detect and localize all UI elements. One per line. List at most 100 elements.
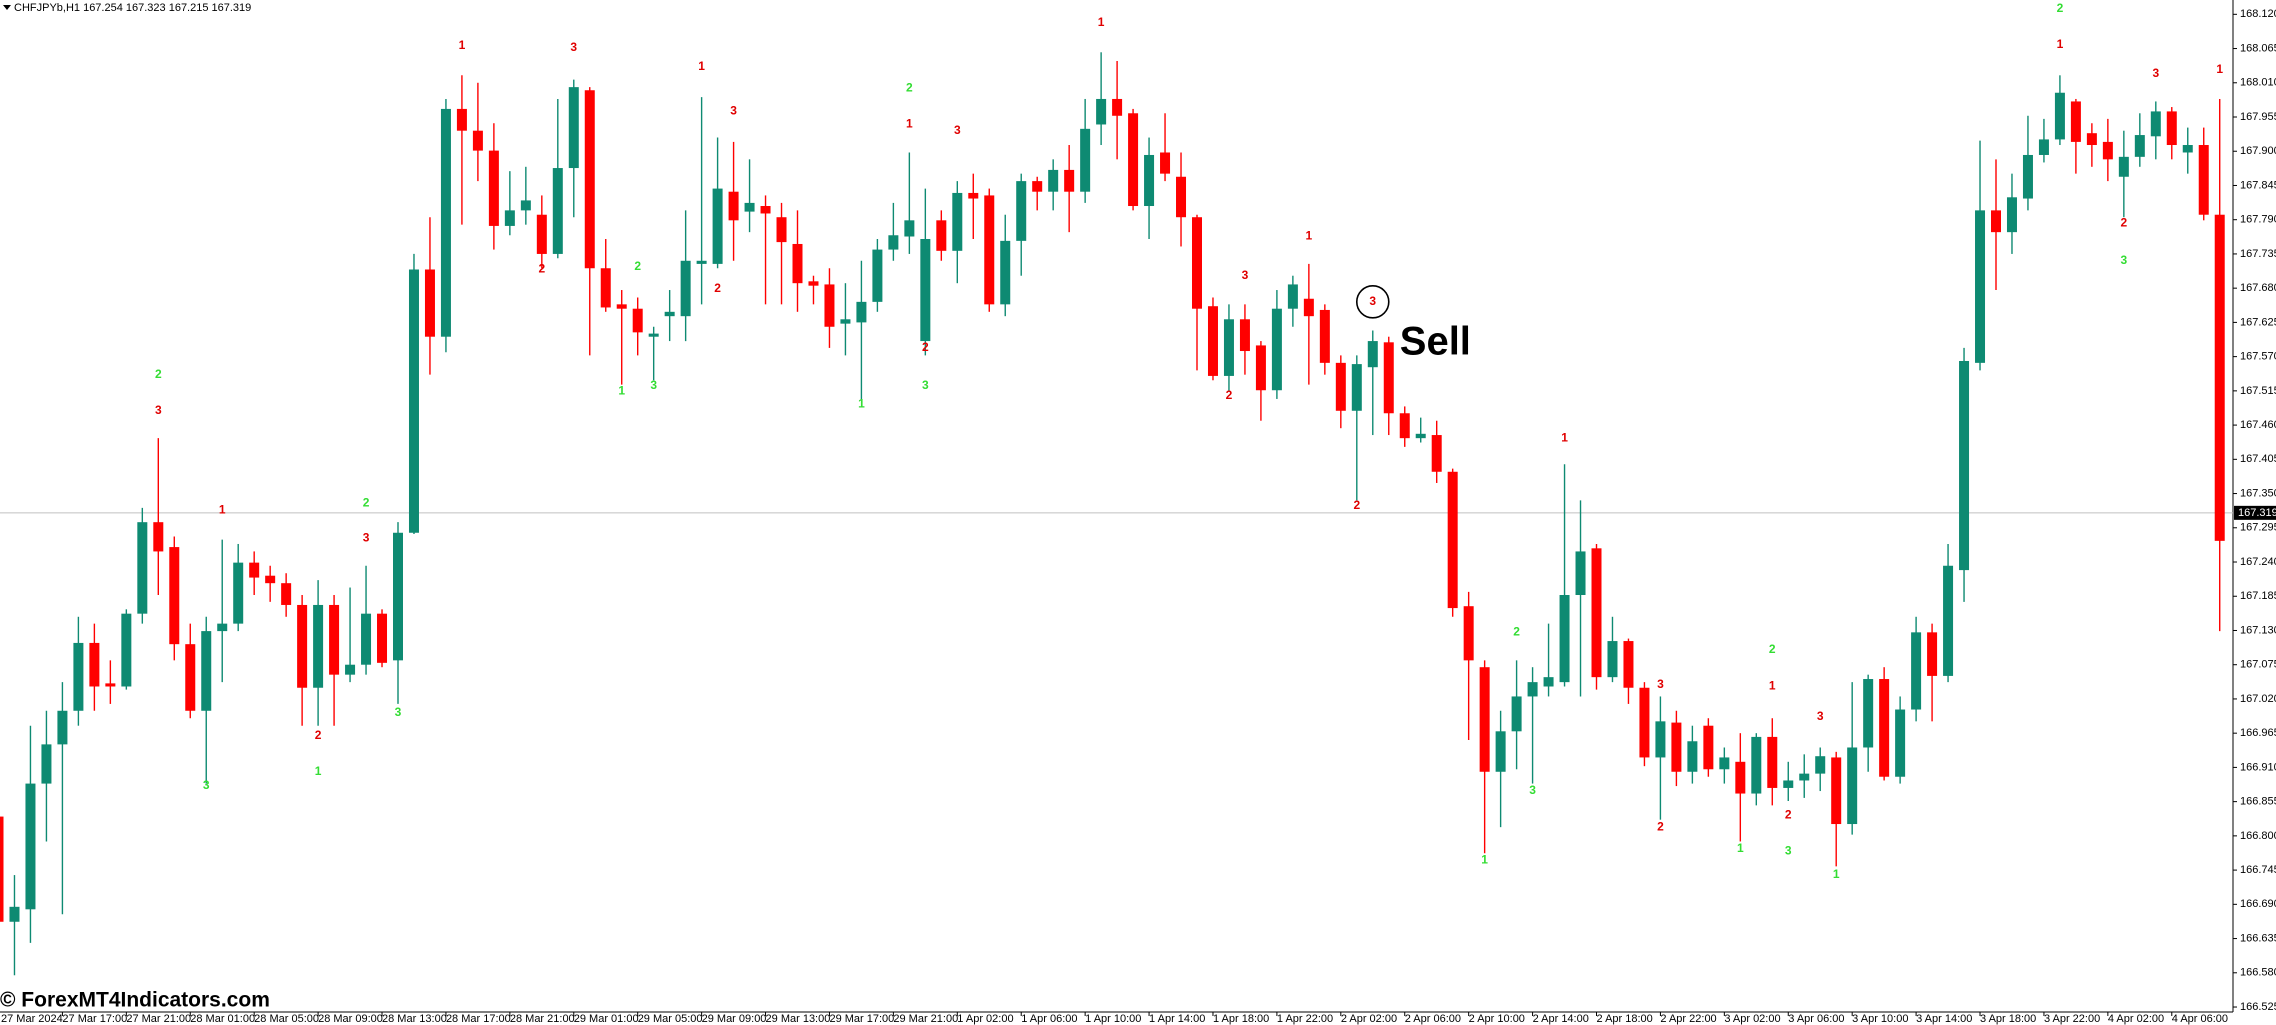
y-tick-label: 167.185 — [2240, 590, 2276, 602]
candle-body — [1879, 679, 1890, 777]
candle-body — [696, 260, 707, 264]
y-tick-label: 167.020 — [2240, 693, 2276, 705]
y-tick-label: 166.690 — [2240, 898, 2276, 910]
candle-body — [584, 90, 595, 269]
signal-label: 3 — [1242, 268, 1249, 282]
candle-body — [1207, 306, 1218, 376]
candle-body — [936, 220, 947, 251]
candle-body — [2166, 111, 2177, 146]
x-tick-label: 3 Apr 14:00 — [1916, 1013, 1972, 1025]
x-tick-label: 3 Apr 06:00 — [1788, 1013, 1844, 1025]
signal-label: 1 — [1481, 852, 1488, 866]
signal-label: 1 — [1737, 841, 1744, 855]
signal-label: 1 — [906, 117, 913, 131]
x-tick-label: 2 Apr 06:00 — [1405, 1013, 1461, 1025]
y-tick-label: 167.350 — [2240, 487, 2276, 499]
candle-body — [2086, 133, 2097, 146]
candle-body — [424, 269, 435, 337]
candle-body — [1767, 736, 1778, 788]
candle-body — [1128, 113, 1139, 207]
y-tick-label: 167.900 — [2240, 145, 2276, 157]
y-tick-label: 167.845 — [2240, 179, 2276, 191]
x-tick-label: 28 Mar 09:00 — [318, 1013, 383, 1025]
signal-label: 2 — [155, 367, 162, 381]
candle-body — [217, 623, 228, 632]
candle-body — [1144, 154, 1155, 207]
x-tick-label: 29 Mar 13:00 — [766, 1013, 831, 1025]
candle-body — [664, 311, 675, 317]
signal-label: 2 — [1226, 388, 1233, 402]
candle-body — [2070, 101, 2081, 142]
candle-body — [1575, 551, 1586, 596]
candle-body — [105, 683, 116, 687]
candle-body — [249, 562, 260, 578]
signal-label: 2 — [1785, 807, 1792, 821]
candle-body — [536, 214, 547, 254]
candle-body — [456, 108, 467, 131]
candle-body — [1287, 284, 1298, 309]
signal-label: 3 — [363, 531, 370, 545]
signal-label: 2 — [906, 81, 913, 95]
candle-body — [1447, 471, 1458, 609]
candle-body — [776, 217, 787, 243]
candle-body — [1415, 433, 1426, 439]
candle-body — [1639, 687, 1650, 758]
candle-body — [888, 235, 899, 250]
candle-body — [1607, 641, 1618, 678]
candle-body — [1543, 677, 1554, 687]
candle-body — [1080, 128, 1091, 192]
candle-body — [1847, 747, 1858, 825]
signal-label: 3 — [954, 123, 961, 137]
candle-body — [1975, 210, 1986, 363]
x-tick-label: 28 Mar 17:00 — [446, 1013, 511, 1025]
candle-body — [169, 547, 180, 645]
signal-label: 2 — [1657, 819, 1664, 833]
candle-body — [1703, 725, 1714, 770]
signal-label: 1 — [1098, 15, 1105, 29]
x-tick-label: 4 Apr 06:00 — [2172, 1013, 2228, 1025]
candle-body — [1623, 641, 1634, 688]
y-tick-label: 168.010 — [2240, 77, 2276, 89]
signal-highlight — [1355, 285, 1390, 319]
signal-label: 2 — [922, 340, 929, 354]
candle-body — [1719, 757, 1730, 770]
x-tick-label: 28 Mar 21:00 — [510, 1013, 575, 1025]
candle-body — [872, 249, 883, 302]
y-tick-label: 166.580 — [2240, 967, 2276, 979]
candle-body — [808, 281, 819, 286]
candle-body — [1687, 741, 1698, 772]
candle-body — [552, 168, 563, 254]
y-tick-label: 166.745 — [2240, 864, 2276, 876]
candle-body — [840, 319, 851, 324]
candle-body — [1064, 169, 1075, 192]
candle-body — [504, 210, 515, 226]
signal-label: 3 — [2120, 253, 2127, 267]
signal-label: 2 — [363, 496, 370, 510]
signal-label: 1 — [1561, 430, 1568, 444]
candle-body — [121, 613, 132, 687]
candle-body — [1255, 345, 1266, 391]
signal-label: 3 — [1817, 709, 1824, 723]
signal-label: 2 — [1513, 625, 1520, 639]
candle-body — [1032, 181, 1043, 192]
x-tick-label: 2 Apr 22:00 — [1660, 1013, 1716, 1025]
x-tick-label: 27 Mar 17:00 — [62, 1013, 127, 1025]
signal-label: 3 — [650, 378, 657, 392]
x-tick-label: 28 Mar 13:00 — [382, 1013, 447, 1025]
candle-body — [1831, 757, 1842, 825]
candle-body — [2102, 141, 2113, 160]
y-tick-label: 166.910 — [2240, 761, 2276, 773]
x-tick-label: 27 Mar 2024 — [1, 1013, 63, 1025]
x-tick-label: 29 Mar 21:00 — [893, 1013, 958, 1025]
candle-body — [361, 613, 372, 665]
candle-body — [73, 642, 84, 711]
signal-label: 3 — [922, 378, 929, 392]
candle-body — [1495, 731, 1506, 772]
x-tick-label: 3 Apr 10:00 — [1852, 1013, 1908, 1025]
candle-body — [41, 744, 52, 784]
candle-body — [1911, 632, 1922, 710]
candle-body — [568, 87, 579, 169]
candle-body — [824, 284, 835, 327]
candle-body — [984, 195, 995, 305]
